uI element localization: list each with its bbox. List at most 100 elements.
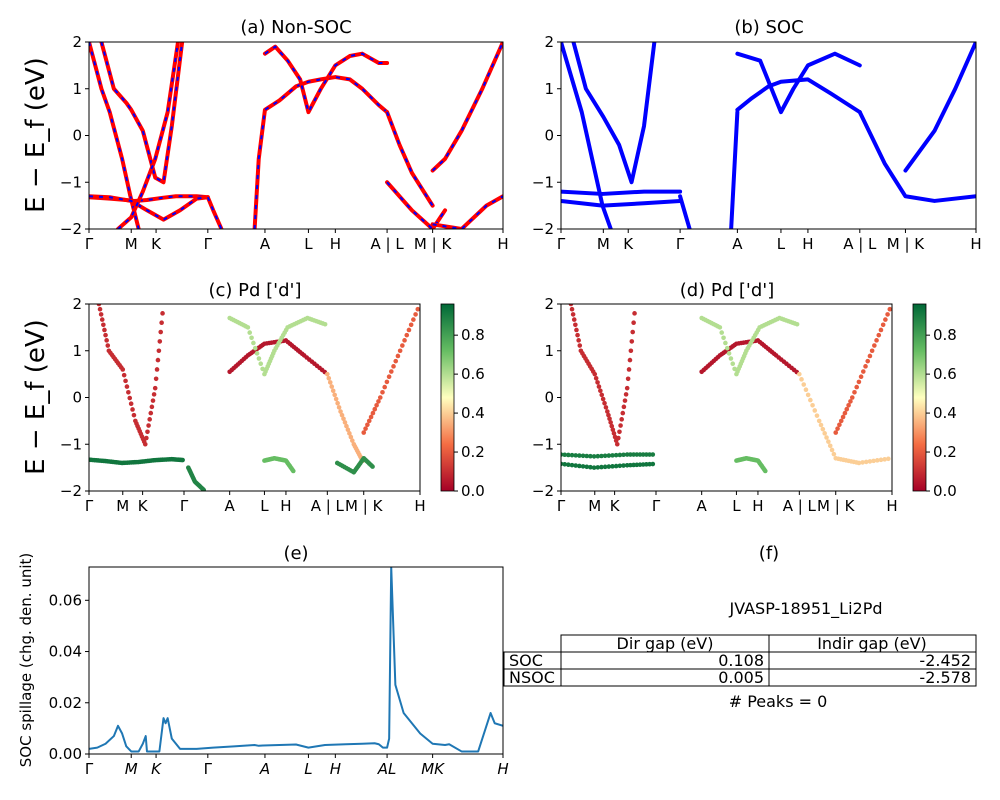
data-point <box>249 335 254 341</box>
y-tick-label: 1 <box>544 80 554 98</box>
data-point <box>852 390 857 395</box>
data-point <box>120 367 126 372</box>
data-point <box>580 453 586 459</box>
data-point <box>406 327 412 333</box>
data-point <box>566 452 571 458</box>
data-point <box>411 317 416 322</box>
data-point <box>131 412 137 418</box>
data-point <box>820 426 826 432</box>
y-tick-label: −1 <box>532 173 554 191</box>
data-point <box>344 423 349 429</box>
x-tick-label: M | K <box>887 235 926 253</box>
x-tick-label: M | K <box>414 235 453 253</box>
colorbar-tick-label: 0.6 <box>461 365 485 383</box>
data-point <box>155 357 161 363</box>
data-point <box>599 392 605 398</box>
data-point <box>869 348 875 354</box>
data-point <box>370 410 376 416</box>
data-point <box>562 452 567 458</box>
data-point <box>647 452 652 457</box>
data-point <box>624 385 630 391</box>
data-point <box>330 388 336 394</box>
data-point <box>623 392 629 397</box>
panel-f-subtitle: JVASP-18951_Li2Pd <box>728 599 882 619</box>
data-point <box>797 371 802 377</box>
data-point <box>719 330 725 335</box>
data-point <box>631 452 636 457</box>
y-tick-label: 0.06 <box>49 591 82 609</box>
x-tick-label: H <box>886 497 897 515</box>
panel-d-colorbar-ticks: 0.0 0.2 0.4 0.6 0.8 <box>926 326 957 500</box>
data-point <box>812 408 818 413</box>
data-point <box>333 396 339 402</box>
data-point <box>885 312 890 317</box>
data-point <box>97 306 103 312</box>
data-point <box>180 457 185 463</box>
data-point <box>826 439 831 444</box>
x-tick-label: M <box>597 235 610 253</box>
data-point <box>827 443 833 449</box>
x-tick-label: A | L <box>311 497 345 515</box>
data-point <box>592 371 598 377</box>
data-point <box>872 343 877 348</box>
colorbar-tick-label: 0.4 <box>461 404 485 422</box>
y-tick-label: 0.04 <box>49 643 82 661</box>
x-tick-label: A <box>697 497 708 515</box>
data-point <box>574 327 579 333</box>
data-point <box>650 452 656 457</box>
panel-b-title: (b) SOC <box>734 17 803 38</box>
x-tick-label: M <box>588 497 601 515</box>
series-line-0 <box>89 567 503 753</box>
data-point <box>413 312 418 317</box>
y-tick-label: 1 <box>72 342 82 360</box>
data-point <box>391 364 396 369</box>
data-point <box>863 459 869 465</box>
data-point <box>102 327 107 333</box>
data-point <box>370 464 375 469</box>
series-line-4-dash <box>117 42 179 229</box>
y-tick-label: 0 <box>544 389 554 407</box>
data-point <box>339 412 345 418</box>
data-point <box>613 452 619 458</box>
data-point <box>616 435 621 441</box>
table-cell <box>768 668 977 687</box>
data-point <box>632 311 637 316</box>
x-tick-label: MK <box>421 760 445 778</box>
data-point <box>606 412 611 418</box>
table-cell-value: 0.108 <box>718 651 764 670</box>
x-tick-label: A | L <box>843 235 877 253</box>
data-point <box>610 464 615 469</box>
data-point <box>251 340 256 346</box>
data-point <box>160 311 165 316</box>
data-point <box>621 404 627 410</box>
data-point <box>860 460 865 465</box>
panel-e-ylabel: SOC spillage (chg. den. unit) <box>17 553 35 768</box>
x-tick-label: M | K <box>817 497 856 515</box>
y-tick-label: 1 <box>544 342 554 360</box>
x-tick-label: Γ <box>85 760 94 778</box>
x-tick-label: H <box>802 235 813 253</box>
colorbar-tick-label: 0.2 <box>933 443 957 461</box>
x-tick-label: H <box>330 760 341 778</box>
y-tick-label: 0.00 <box>49 745 82 763</box>
data-point <box>584 453 590 459</box>
data-point <box>840 414 846 420</box>
x-tick-label: Γ <box>85 497 94 515</box>
x-tick-label: L <box>260 497 269 515</box>
data-point <box>618 423 623 428</box>
x-tick-label: A <box>259 760 270 778</box>
series-line-5 <box>205 195 224 229</box>
data-point <box>395 353 401 359</box>
data-point <box>584 464 590 470</box>
x-tick-label: L <box>304 760 312 778</box>
data-point <box>610 453 615 458</box>
data-point <box>577 343 583 348</box>
data-point <box>408 322 414 328</box>
data-point <box>829 447 835 453</box>
data-point <box>130 407 135 412</box>
data-point <box>380 390 385 395</box>
data-point <box>201 487 207 491</box>
